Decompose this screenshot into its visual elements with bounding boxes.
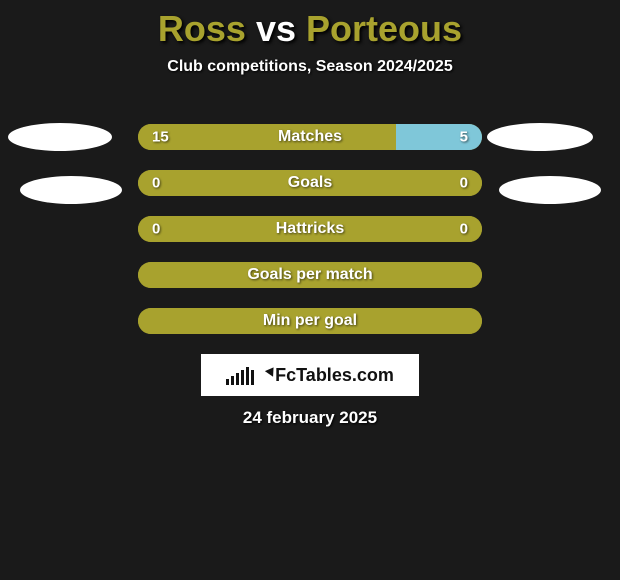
- logo-bars-icon: [226, 365, 256, 385]
- subtitle: Club competitions, Season 2024/2025: [0, 58, 620, 76]
- row-label: Matches: [138, 128, 482, 146]
- date-text: 24 february 2025: [0, 408, 620, 428]
- player2-name: Porteous: [306, 8, 462, 49]
- stat-row: 00Goals: [138, 170, 482, 196]
- row-label: Min per goal: [138, 312, 482, 330]
- player1-name: Ross: [158, 8, 246, 49]
- stat-row: Goals per match: [138, 262, 482, 288]
- row-label: Goals per match: [138, 266, 482, 284]
- vs-text: vs: [256, 8, 296, 49]
- logo-text: FcTables.com: [275, 365, 394, 386]
- page-title: Ross vs Porteous: [0, 0, 620, 50]
- stat-row: Min per goal: [138, 308, 482, 334]
- row-label: Hattricks: [138, 220, 482, 238]
- right-marker-ellipse: [499, 176, 601, 204]
- comparison-bars: 155Matches 00Goals 00Hattricks Goals per ma…: [138, 124, 482, 354]
- left-marker-ellipse: [20, 176, 122, 204]
- stat-row: 155Matches: [138, 124, 482, 150]
- logo: FcTables.com: [226, 365, 394, 386]
- left-marker-ellipse: [8, 123, 112, 151]
- stat-row: 00Hattricks: [138, 216, 482, 242]
- right-marker-ellipse: [487, 123, 593, 151]
- logo-box: FcTables.com: [201, 354, 419, 396]
- row-label: Goals: [138, 174, 482, 192]
